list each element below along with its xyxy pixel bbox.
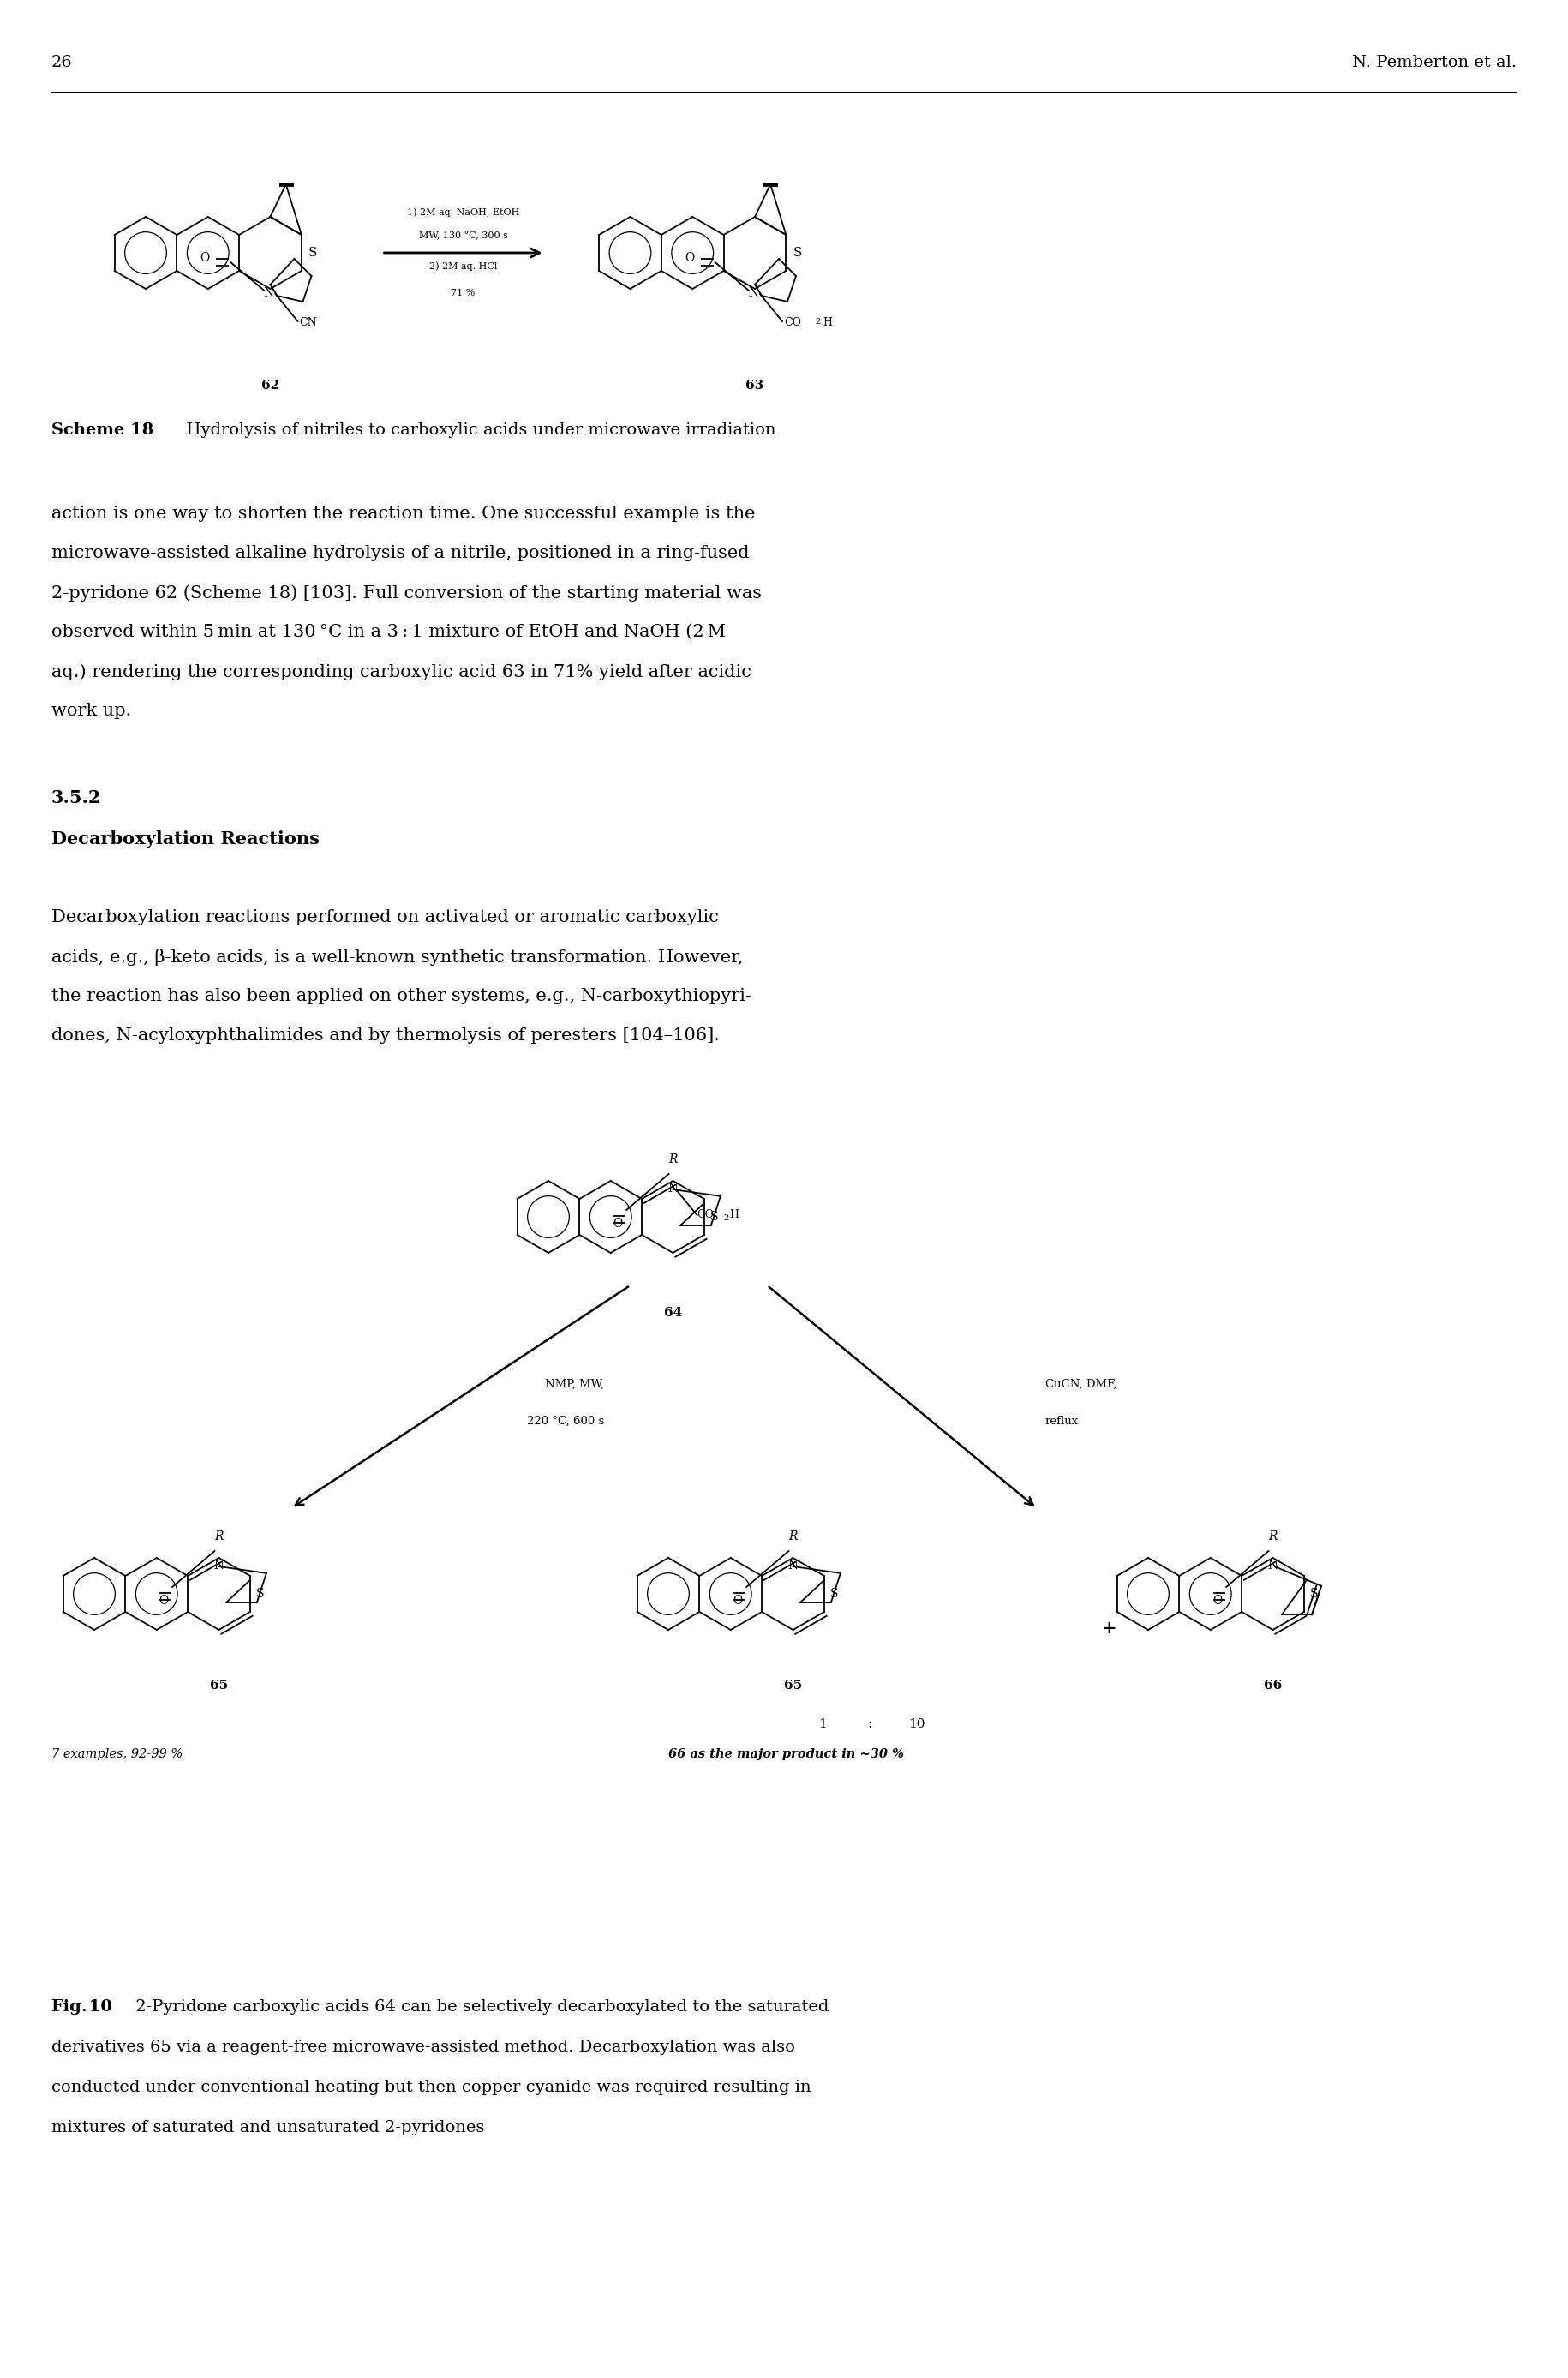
Text: N: N xyxy=(213,1560,224,1572)
Text: :: : xyxy=(867,1719,872,1731)
Text: S: S xyxy=(792,247,801,259)
Text: N: N xyxy=(748,288,757,300)
Text: O: O xyxy=(201,252,210,264)
Text: CN: CN xyxy=(299,319,317,328)
Text: 66 as the major product in ~30 %: 66 as the major product in ~30 % xyxy=(668,1748,903,1760)
Text: N: N xyxy=(263,288,274,300)
Text: 7 examples, 92-99 %: 7 examples, 92-99 % xyxy=(52,1748,182,1760)
Text: 1) 2M aq. NaOH, EtOH: 1) 2M aq. NaOH, EtOH xyxy=(406,207,519,216)
Text: 66: 66 xyxy=(1262,1679,1281,1691)
Text: R: R xyxy=(668,1153,677,1165)
Text: S: S xyxy=(1309,1589,1317,1600)
Text: derivatives 65 via a reagent-free microwave-assisted method. Decarboxylation was: derivatives 65 via a reagent-free microw… xyxy=(52,2040,795,2055)
Text: R: R xyxy=(215,1531,223,1543)
Text: aq.) rendering the corresponding carboxylic acid 63 in 71% yield after acidic: aq.) rendering the corresponding carboxy… xyxy=(52,663,751,680)
Text: Hydrolysis of nitriles to carboxylic acids under microwave irradiation: Hydrolysis of nitriles to carboxylic aci… xyxy=(176,423,776,438)
Text: 2) 2M aq. HCl: 2) 2M aq. HCl xyxy=(430,262,497,271)
Text: R: R xyxy=(789,1531,797,1543)
Text: 10: 10 xyxy=(908,1719,925,1731)
Text: 220 °C, 600 s: 220 °C, 600 s xyxy=(527,1415,604,1427)
Text: CO: CO xyxy=(784,319,801,328)
Text: conducted under conventional heating but then copper cyanide was required result: conducted under conventional heating but… xyxy=(52,2081,811,2095)
Text: H: H xyxy=(822,319,831,328)
Text: 65: 65 xyxy=(784,1679,801,1691)
Text: S: S xyxy=(829,1589,837,1600)
Text: O: O xyxy=(1212,1596,1221,1608)
Text: 2-Pyridone carboxylic acids 64 can be selectively decarboxylated to the saturate: 2-Pyridone carboxylic acids 64 can be se… xyxy=(130,2000,828,2014)
Text: H: H xyxy=(729,1208,739,1220)
Text: N: N xyxy=(787,1560,798,1572)
Text: 2: 2 xyxy=(814,319,820,326)
Text: CO: CO xyxy=(696,1208,713,1220)
Text: +: + xyxy=(1101,1619,1116,1636)
Text: 1: 1 xyxy=(818,1719,826,1731)
Text: N: N xyxy=(668,1182,677,1194)
Text: 65: 65 xyxy=(210,1679,227,1691)
Text: O: O xyxy=(158,1596,168,1608)
Text: Fig. 10: Fig. 10 xyxy=(52,2000,111,2014)
Text: the reaction has also been applied on other systems, e.g., N-carboxythiopyri-: the reaction has also been applied on ot… xyxy=(52,987,751,1004)
Text: Decarboxylation Reactions: Decarboxylation Reactions xyxy=(52,830,320,847)
Text: CuCN, DMF,: CuCN, DMF, xyxy=(1044,1379,1116,1389)
Text: microwave-assisted alkaline hydrolysis of a nitrile, positioned in a ring-fused: microwave-assisted alkaline hydrolysis o… xyxy=(52,545,750,561)
Text: 3.5.2: 3.5.2 xyxy=(52,789,102,806)
Text: 2: 2 xyxy=(723,1215,729,1222)
Text: O: O xyxy=(613,1218,622,1229)
Text: MW, 130 °C, 300 s: MW, 130 °C, 300 s xyxy=(419,231,508,240)
Text: 63: 63 xyxy=(745,380,764,392)
Text: reflux: reflux xyxy=(1044,1415,1079,1427)
Text: S: S xyxy=(256,1589,263,1600)
Text: 71 %: 71 % xyxy=(450,288,475,297)
Text: mixtures of saturated and unsaturated 2-pyridones: mixtures of saturated and unsaturated 2-… xyxy=(52,2121,485,2135)
Text: 26: 26 xyxy=(52,55,72,71)
Text: S: S xyxy=(710,1210,718,1222)
Text: S: S xyxy=(309,247,317,259)
Text: N: N xyxy=(1267,1560,1278,1572)
Text: observed within 5 min at 130 °C in a 3 : 1 mixture of EtOH and NaOH (2 M: observed within 5 min at 130 °C in a 3 :… xyxy=(52,623,726,640)
Text: NMP, MW,: NMP, MW, xyxy=(546,1379,604,1389)
Text: dones, N-acyloxyphthalimides and by thermolysis of peresters [104–106].: dones, N-acyloxyphthalimides and by ther… xyxy=(52,1027,720,1044)
Text: 64: 64 xyxy=(663,1308,682,1320)
Text: action is one way to shorten the reaction time. One successful example is the: action is one way to shorten the reactio… xyxy=(52,507,754,521)
Text: O: O xyxy=(684,252,695,264)
Text: N. Pemberton et al.: N. Pemberton et al. xyxy=(1352,55,1516,71)
Text: work up.: work up. xyxy=(52,702,132,718)
Text: R: R xyxy=(1267,1531,1276,1543)
Text: 62: 62 xyxy=(262,380,279,392)
Text: Decarboxylation reactions performed on activated or aromatic carboxylic: Decarboxylation reactions performed on a… xyxy=(52,908,718,925)
Text: acids, e.g., β-keto acids, is a well-known synthetic transformation. However,: acids, e.g., β-keto acids, is a well-kno… xyxy=(52,949,743,965)
Text: O: O xyxy=(732,1596,742,1608)
Text: 2-pyridone 62 (Scheme 18) [103]. Full conversion of the starting material was: 2-pyridone 62 (Scheme 18) [103]. Full co… xyxy=(52,585,762,602)
Text: Scheme 18: Scheme 18 xyxy=(52,423,154,438)
